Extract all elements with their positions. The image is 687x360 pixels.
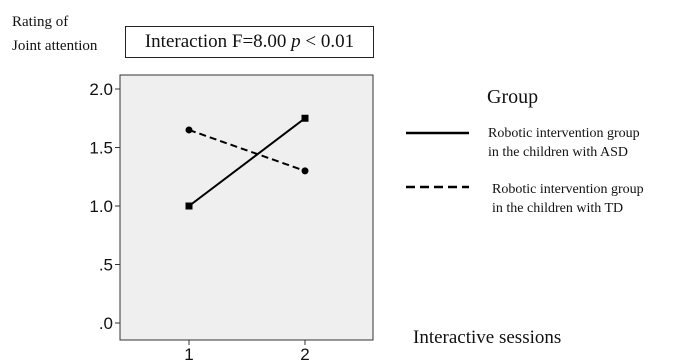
x-tick-label: 1 xyxy=(184,345,193,360)
legend-title: Group xyxy=(487,86,539,108)
data-point-circle xyxy=(185,126,193,134)
data-point-square xyxy=(301,114,309,122)
y-tick-label: .0 xyxy=(99,314,113,333)
plot-area xyxy=(119,74,374,341)
x-axis-label: Interactive sessions xyxy=(413,327,562,348)
legend-label-td: Robotic intervention group in the childr… xyxy=(492,180,644,218)
y-axis-label-line-1: Rating of xyxy=(12,14,69,30)
legend-label-td-line-2: in the children with TD xyxy=(492,201,624,216)
interaction-annotation-box: Interaction F=8.00 p < 0.01 xyxy=(125,26,374,58)
legend-label-td-line-1: Robotic intervention group xyxy=(492,182,644,197)
data-point-circle xyxy=(301,167,309,175)
annotation-p-value: < 0.01 xyxy=(300,31,355,52)
legend-label-asd: Robotic intervention group in the childr… xyxy=(488,124,640,162)
y-tick-label: .5 xyxy=(99,256,113,275)
y-axis-label-line-2: Joint attention xyxy=(12,38,98,54)
series-line-1 xyxy=(188,117,306,207)
legend-label-asd-line-2: in the children with ASD xyxy=(488,145,628,160)
annotation-text: Interaction F=8.00 xyxy=(144,31,292,52)
y-axis-label: Rating of Joint attention xyxy=(12,10,97,58)
x-tick-label: 2 xyxy=(300,345,309,360)
series-line-2 xyxy=(188,129,306,172)
data-point-square xyxy=(185,202,193,210)
y-tick-label: 2.0 xyxy=(89,80,113,99)
annotation-p-symbol: p xyxy=(291,31,301,52)
y-tick-label: 1.5 xyxy=(89,139,113,158)
y-tick-label: 1.0 xyxy=(89,197,113,216)
legend-label-asd-line-1: Robotic intervention group xyxy=(488,126,640,141)
